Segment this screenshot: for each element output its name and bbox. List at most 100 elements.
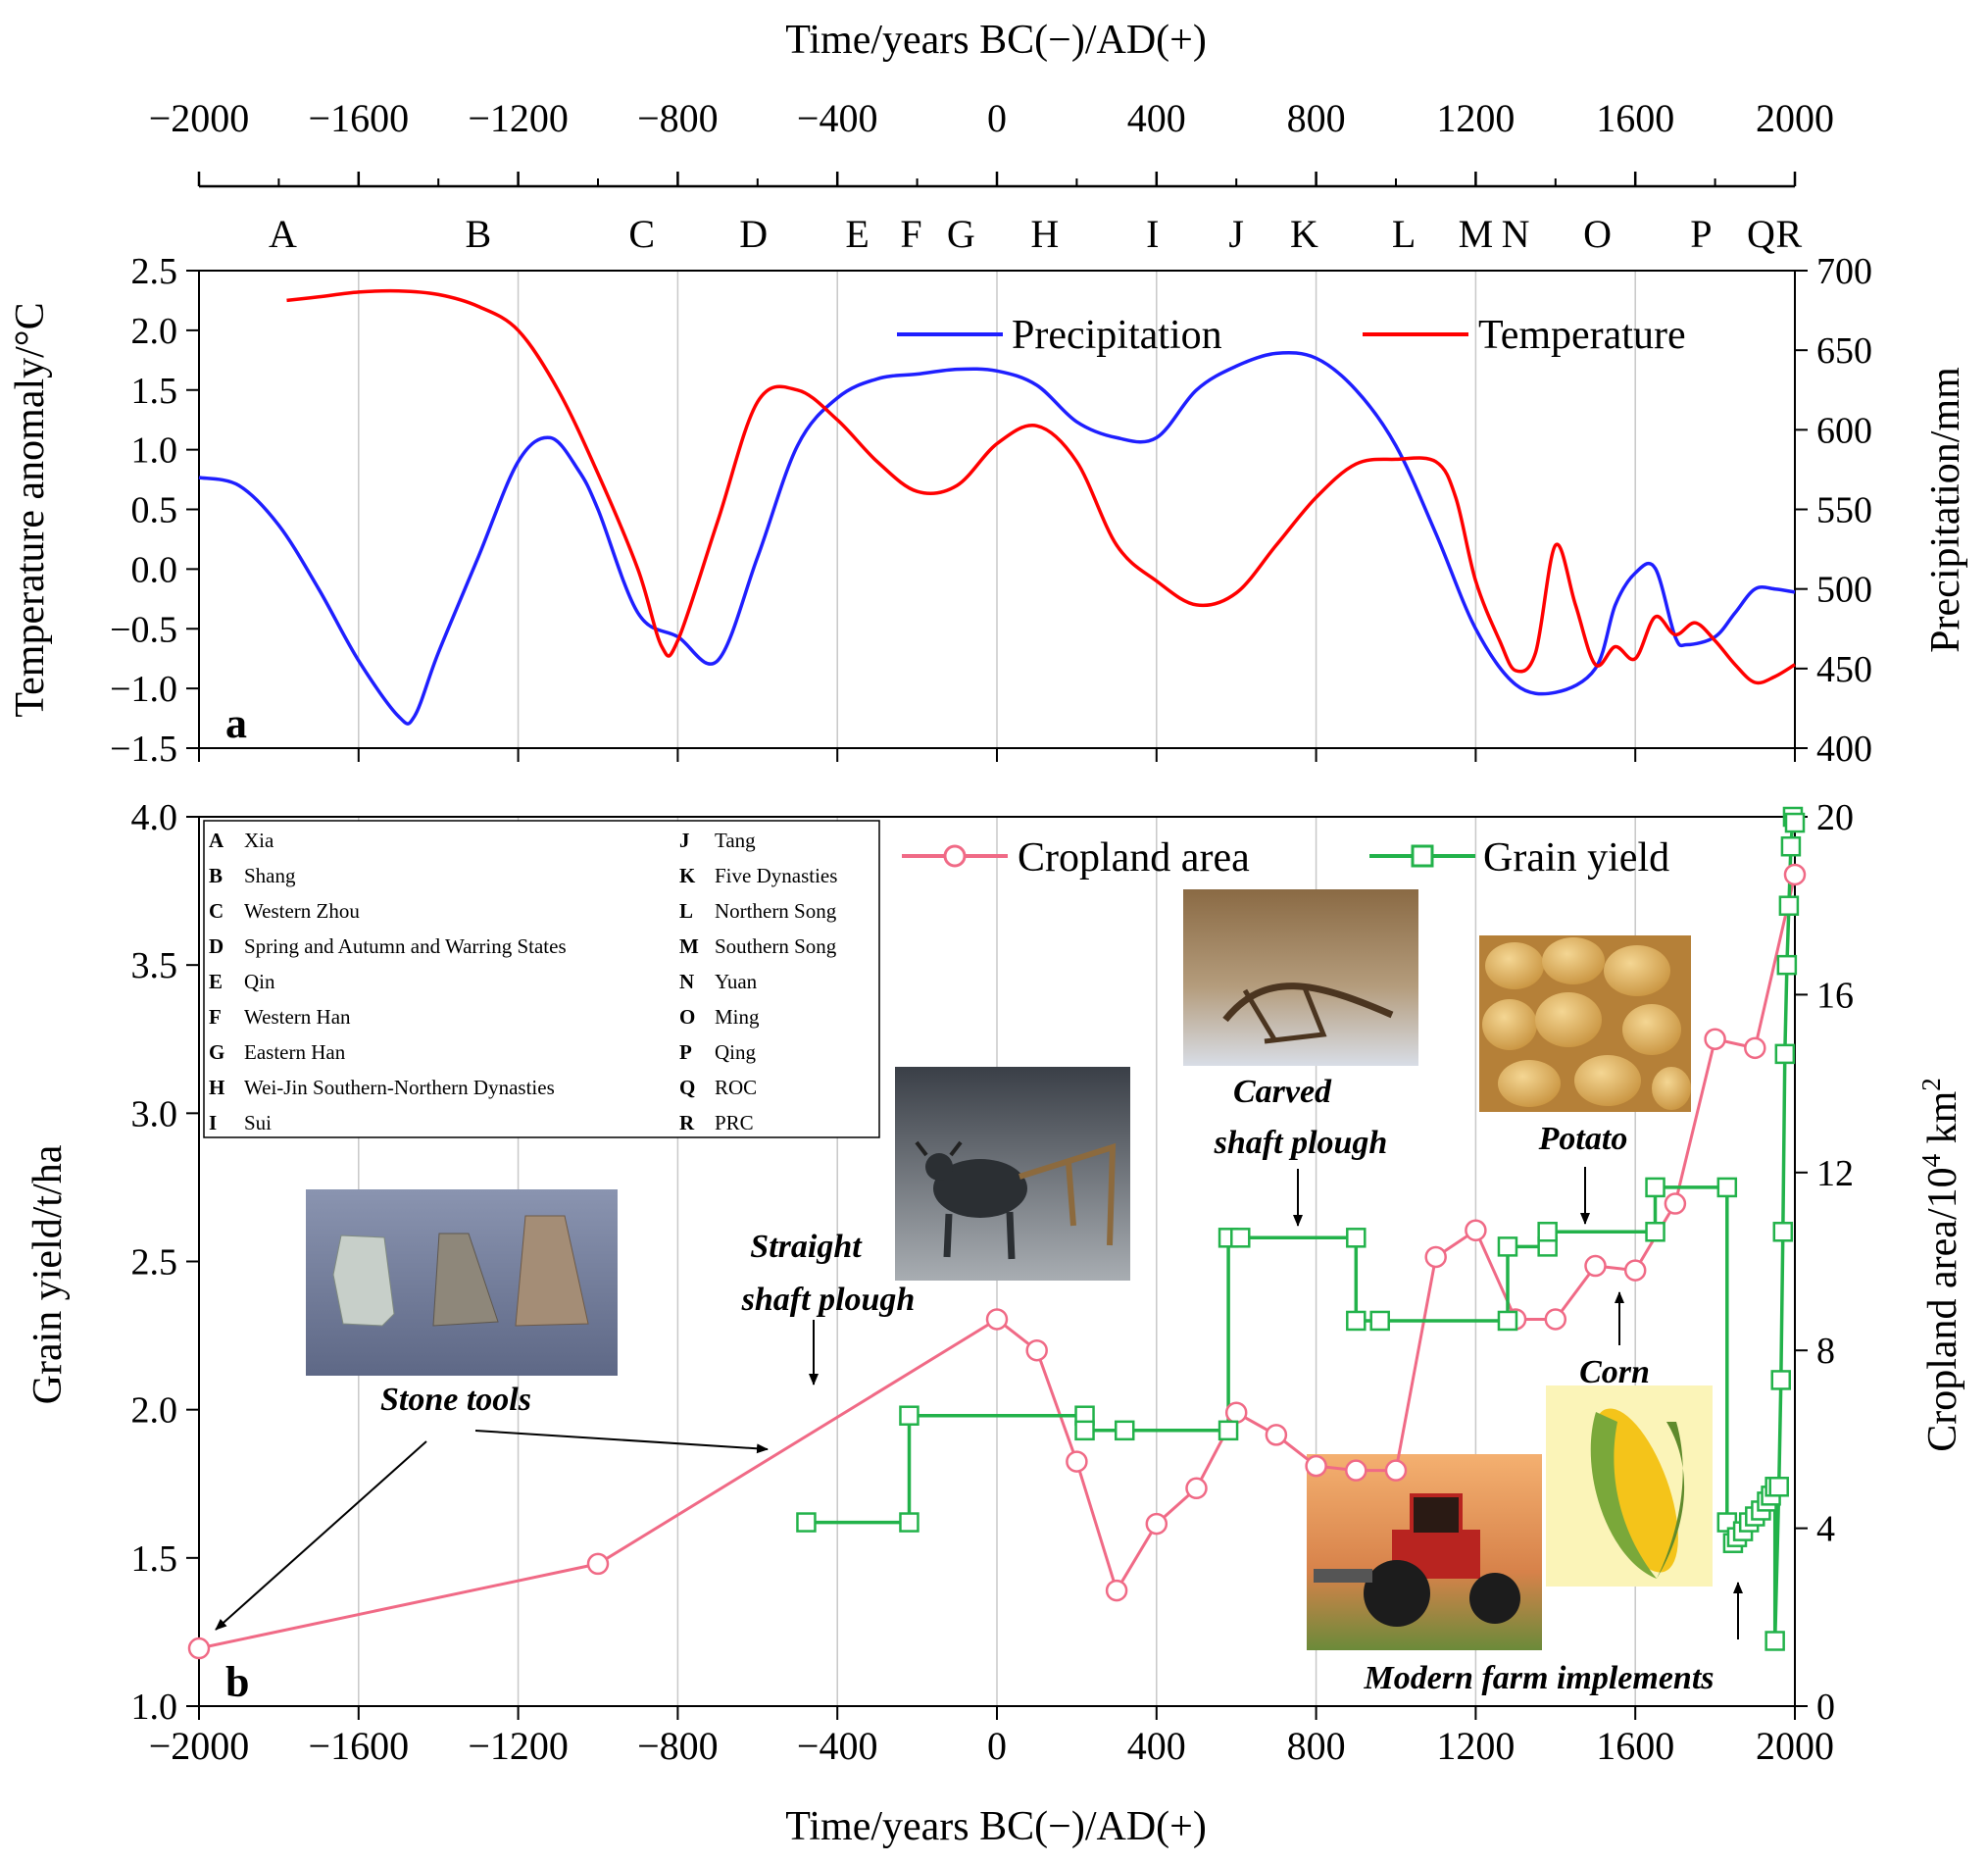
cropland-point <box>1544 1308 1567 1331</box>
cropland-point <box>985 1308 1009 1331</box>
dynasty-name-l: Northern Song <box>715 899 837 923</box>
cropland-tick-label: 20 <box>1816 797 1854 838</box>
panel-b-legend: Cropland area Grain yield <box>902 835 1669 881</box>
bottom-axis-tick-label: −400 <box>797 1724 878 1768</box>
annotation-carved-1: Carved <box>1233 1074 1332 1110</box>
cropland-point <box>1465 1219 1487 1242</box>
grain-yield-tick-label: 3.5 <box>131 945 178 986</box>
dynasty-name-h: Wei-Jin Southern-Northern Dynasties <box>244 1076 555 1099</box>
dynasty-key-e: E <box>209 970 223 993</box>
cropland-point <box>1185 1477 1208 1500</box>
series-temperature <box>286 288 1796 685</box>
cropland-point <box>1105 1579 1128 1602</box>
top-axis-tick-label: 0 <box>987 96 1007 140</box>
dynasty-name-a: Xia <box>244 829 274 852</box>
dynasty-key-h: H <box>209 1076 224 1099</box>
dynasty-name-o: Ming <box>715 1005 760 1029</box>
dynasty-name-r: PRC <box>715 1111 754 1134</box>
panel-a-gridlines <box>358 271 1636 748</box>
cropland-axis-title-unit: km <box>1920 1090 1965 1154</box>
grain-yield-point <box>1497 1236 1518 1257</box>
cropland-axis-title-sup2: 2 <box>1916 1078 1946 1091</box>
grain-yield-point <box>1497 1310 1518 1332</box>
dynasty-letter-n: N <box>1502 212 1530 256</box>
cropland-axis-title-main: Cropland area/10 <box>1920 1167 1965 1451</box>
bottom-axis-tick-label: 800 <box>1287 1724 1346 1768</box>
cropland-tick-label: 12 <box>1816 1153 1854 1194</box>
grain-yield-point <box>899 1512 919 1533</box>
dynasty-key-b: B <box>209 864 223 887</box>
precipitation-axis-title: Precipitation/mm <box>1923 367 1968 653</box>
cropland-point <box>1744 1036 1766 1060</box>
bottom-axis-tick-label: 400 <box>1127 1724 1186 1768</box>
stone-tools-image <box>306 1189 618 1376</box>
top-axis-tick-label: 800 <box>1287 96 1346 140</box>
dynasty-letter-m: M <box>1459 212 1494 256</box>
grain-yield-point <box>1218 1420 1239 1441</box>
grain-yield-markers <box>796 806 1806 1651</box>
cropland-markers <box>187 863 1807 1660</box>
grain-yield-tick-label: 1.0 <box>131 1687 178 1728</box>
grain-yield-tick-label: 2.0 <box>131 1390 178 1432</box>
annotation-arrows <box>215 1167 1743 1639</box>
grain-yield-tick-label: 2.5 <box>131 1242 178 1284</box>
grain-yield-tick-label: 4.0 <box>131 797 178 838</box>
dynasty-letter-e: E <box>845 212 869 256</box>
grain-yield-point <box>1537 1222 1558 1242</box>
cropland-tick-label: 0 <box>1816 1687 1835 1728</box>
cropland-point <box>1664 1192 1687 1215</box>
top-axis-tick-label: 400 <box>1127 96 1186 140</box>
grain-yield-point <box>1776 954 1798 976</box>
cropland-axis-title-sup: 4 <box>1916 1153 1946 1167</box>
dynasty-letter-g: G <box>947 212 975 256</box>
dynasty-legend: A Xia B Shang C Western Zhou D Spring and Autum… <box>203 820 880 1138</box>
legend-label-precipitation: Precipitation <box>1012 313 1222 358</box>
dynasty-letter-o: O <box>1583 212 1612 256</box>
dynasty-key-c: C <box>209 899 224 923</box>
temperature-tick-label: 1.0 <box>131 430 178 472</box>
carved-plough-image <box>1183 889 1418 1066</box>
grain-yield-point <box>1369 1310 1390 1332</box>
annotation-straight-1: Straight <box>750 1229 863 1265</box>
precipitation-tick-label: 500 <box>1816 570 1872 611</box>
dynasty-letter-d: D <box>739 212 768 256</box>
grain-yield-point <box>1774 1043 1796 1065</box>
dynasty-name-g: Eastern Han <box>244 1040 346 1064</box>
dynasty-name-q: ROC <box>715 1076 757 1099</box>
grain-yield-point <box>899 1405 919 1426</box>
bottom-axis-tick-label: 1600 <box>1596 1724 1674 1768</box>
dynasty-letter-i: I <box>1146 212 1159 256</box>
arrow-stone-to-plough <box>474 1430 769 1454</box>
grain-yield-point <box>1074 1420 1095 1441</box>
cropland-point <box>1066 1450 1088 1473</box>
legend-marker-cropland <box>943 844 967 868</box>
top-axis-tick-label: −1600 <box>309 96 410 140</box>
legend-marker-grain-yield <box>1411 844 1434 868</box>
dynasty-letter-a: A <box>269 212 297 256</box>
dynasty-key-p: P <box>679 1040 692 1064</box>
dynasty-key-j: J <box>679 829 690 852</box>
legend-label-cropland: Cropland area <box>1018 835 1250 881</box>
bottom-axis-tick-label: −800 <box>637 1724 719 1768</box>
dynasty-key-i: I <box>209 1111 217 1134</box>
temperature-tick-label: −0.5 <box>110 609 177 650</box>
dynasty-letter-h: H <box>1030 212 1059 256</box>
grain-yield-point <box>1645 1177 1665 1198</box>
top-axis-tick-label: −1200 <box>468 96 569 140</box>
panel-a-label: a <box>225 699 247 747</box>
cropland-point <box>1305 1454 1327 1478</box>
bottom-axis-tick-label: 0 <box>987 1724 1007 1768</box>
dynasty-key-d: D <box>209 934 224 958</box>
cropland-point <box>1345 1459 1367 1482</box>
cropland-tick-label: 16 <box>1816 975 1854 1016</box>
cropland-point <box>1265 1424 1288 1446</box>
cropland-point <box>1384 1459 1408 1482</box>
dynasty-letter-f: F <box>900 212 921 256</box>
bottom-axis-tick-label: −1600 <box>309 1724 410 1768</box>
precipitation-tick-label: 550 <box>1816 490 1872 531</box>
temperature-axis: −1.5 −1.0 −0.5 0.0 0.5 1.0 1.5 2.0 2.5 <box>110 251 1796 770</box>
dynasty-key-g: G <box>209 1040 224 1064</box>
dynasty-letter-j: J <box>1228 212 1244 256</box>
grain-yield-point <box>1770 1370 1792 1390</box>
